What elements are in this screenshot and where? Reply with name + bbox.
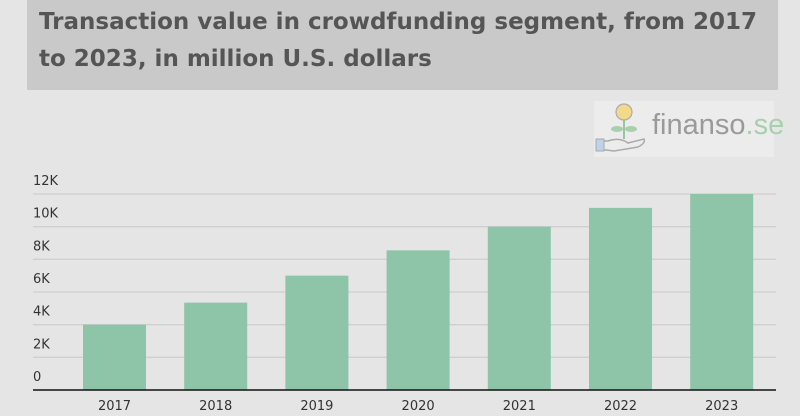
y-tick-label: 10K [33,207,59,222]
bar-2021 [487,226,551,390]
bar-2022 [589,207,652,390]
y-tick-label: 8K [33,239,50,254]
logo-name: finanso [652,109,746,141]
x-tick-label: 2020 [402,399,435,414]
x-tick-label: 2022 [604,399,637,414]
finanso-logo: finanso.se [594,101,784,157]
bar-2023 [690,194,754,390]
x-tick-label: 2023 [705,399,738,414]
y-tick-label: 6K [33,272,50,287]
y-tick-label: 2K [33,337,50,352]
title-band: Transaction value in crowdfunding segmen… [27,0,778,90]
y-tick-label: 0 [33,370,41,385]
chart-title: Transaction value in crowdfunding segmen… [39,9,757,72]
x-tick-label: 2017 [98,399,131,414]
bar-2020 [386,250,450,390]
x-tick-label: 2021 [503,399,536,414]
money-plant-hand-icon [595,103,646,152]
bar-2017 [83,324,146,390]
bar-2018 [184,302,248,390]
logo-tld: .se [745,109,785,141]
y-tick-label: 12K [33,174,59,189]
bar-2019 [285,275,349,390]
x-tick-label: 2018 [199,399,232,414]
x-tick-label: 2019 [300,399,333,414]
y-tick-label: 4K [33,305,50,320]
